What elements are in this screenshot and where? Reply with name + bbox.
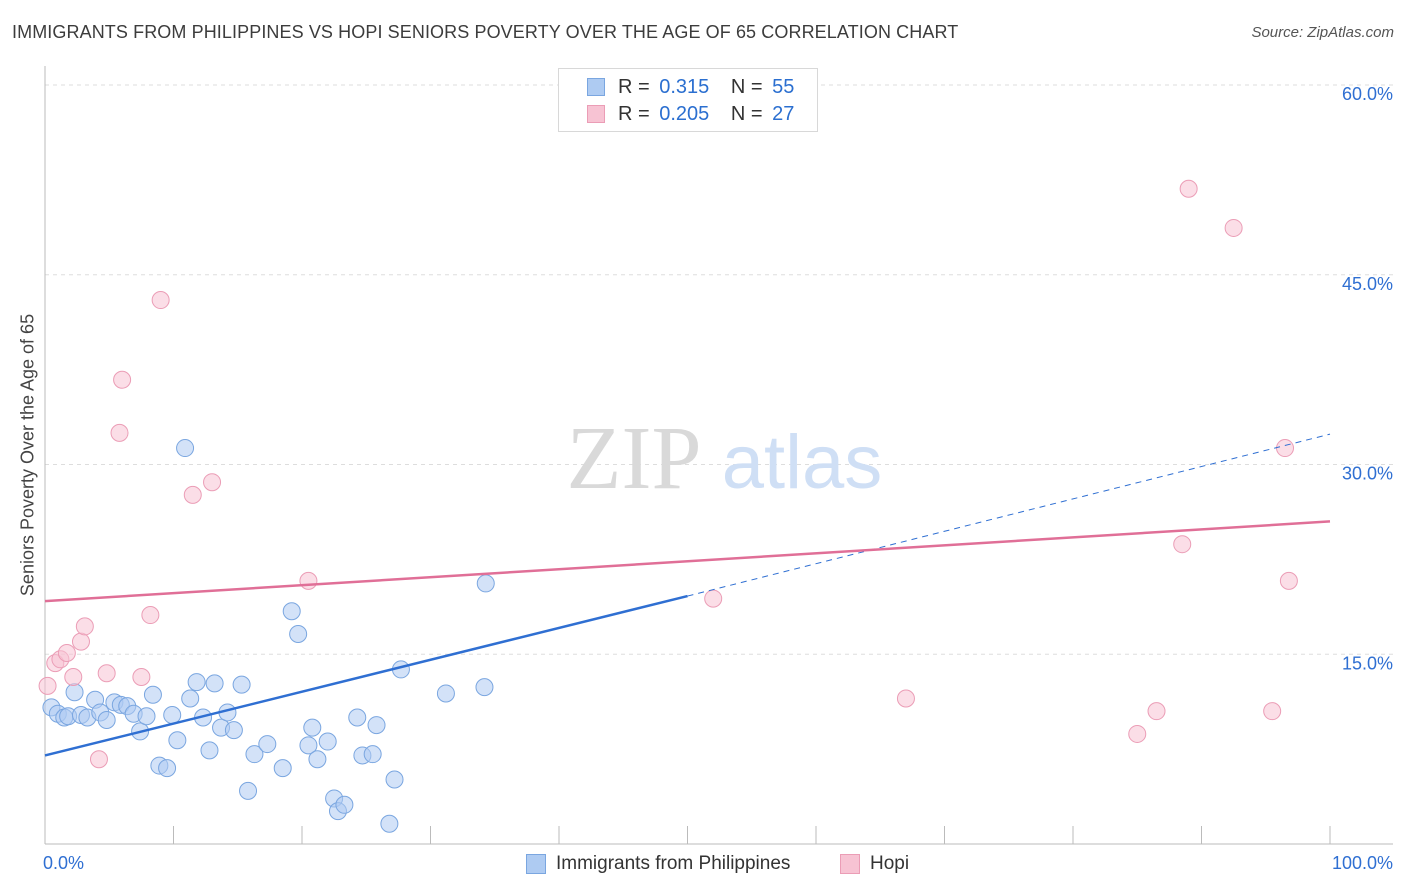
point-hopi bbox=[1173, 535, 1192, 554]
point-hopi bbox=[203, 473, 222, 492]
point-philippines bbox=[475, 678, 494, 697]
point-hopi bbox=[38, 676, 57, 695]
y-tick-label: 45.0% bbox=[1342, 274, 1393, 294]
legend-box: R = 0.315 N = 55 R = 0.205 N = 27 bbox=[558, 68, 818, 132]
point-philippines bbox=[308, 750, 327, 769]
trend-line-philippines bbox=[44, 594, 688, 757]
legend-r-label: R = bbox=[618, 102, 650, 125]
point-hopi bbox=[1179, 179, 1198, 198]
trend-line-philippines-extension bbox=[687, 433, 1331, 597]
legend-swatch-philippines bbox=[587, 78, 605, 96]
data-points bbox=[38, 76, 1298, 833]
x-tick-label: 100.0% bbox=[1332, 853, 1393, 873]
point-philippines bbox=[367, 716, 386, 735]
watermark: ZIP atlas bbox=[567, 409, 883, 508]
y-tick-label: 30.0% bbox=[1342, 464, 1393, 484]
point-philippines bbox=[168, 731, 187, 750]
point-philippines bbox=[137, 707, 156, 726]
y-tick-label: 15.0% bbox=[1342, 653, 1393, 673]
point-hopi bbox=[1147, 702, 1166, 721]
x-tick-label: 0.0% bbox=[43, 853, 84, 873]
point-hopi bbox=[57, 643, 76, 662]
chart-title: IMMIGRANTS FROM PHILIPPINES VS HOPI SENI… bbox=[12, 22, 959, 42]
point-hopi bbox=[896, 689, 915, 708]
point-hopi bbox=[64, 668, 83, 687]
bottom-legend-label-hopi: Hopi bbox=[870, 853, 910, 874]
source-credit: Source: ZipAtlas.com bbox=[1251, 24, 1394, 41]
point-philippines bbox=[158, 759, 177, 778]
watermark-atlas: atlas bbox=[722, 420, 883, 505]
legend-r-value-philippines: 0.315 bbox=[659, 75, 710, 98]
point-hopi bbox=[89, 750, 108, 769]
y-tick-label: 60.0% bbox=[1342, 84, 1393, 104]
point-philippines bbox=[348, 708, 367, 727]
point-hopi bbox=[141, 606, 160, 625]
point-philippines bbox=[303, 718, 322, 737]
point-philippines bbox=[200, 741, 219, 760]
bottom-legend-swatch-philippines bbox=[526, 854, 546, 874]
trend-line-hopi bbox=[44, 520, 1331, 603]
point-hopi bbox=[71, 632, 90, 651]
point-hopi bbox=[1263, 702, 1282, 721]
point-philippines bbox=[205, 674, 224, 693]
point-philippines bbox=[289, 625, 308, 644]
legend-r-value-hopi: 0.205 bbox=[659, 102, 710, 125]
point-philippines bbox=[282, 602, 301, 621]
point-hopi bbox=[97, 664, 116, 683]
point-philippines bbox=[187, 673, 206, 692]
point-philippines bbox=[232, 675, 251, 694]
point-philippines bbox=[335, 795, 354, 814]
point-philippines bbox=[97, 711, 116, 730]
point-philippines bbox=[143, 685, 162, 704]
point-hopi bbox=[299, 571, 318, 590]
legend-swatch-hopi bbox=[587, 105, 605, 123]
grid-lines bbox=[45, 84, 1393, 655]
point-hopi bbox=[183, 485, 202, 504]
point-philippines bbox=[380, 814, 399, 833]
point-philippines bbox=[318, 732, 337, 751]
point-philippines bbox=[224, 721, 243, 740]
point-philippines bbox=[436, 684, 455, 703]
point-hopi bbox=[113, 370, 132, 389]
legend-n-value-philippines: 55 bbox=[772, 75, 795, 98]
point-philippines bbox=[299, 736, 318, 755]
point-hopi bbox=[1279, 571, 1298, 590]
point-hopi bbox=[132, 668, 151, 687]
axes bbox=[44, 66, 1393, 845]
point-philippines bbox=[363, 745, 382, 764]
point-hopi bbox=[1276, 439, 1295, 458]
point-hopi bbox=[704, 589, 723, 608]
tick-labels: 15.0% 30.0% 45.0% 60.0% 0.0% 100.0% bbox=[43, 84, 1393, 873]
point-philippines bbox=[65, 683, 84, 702]
point-philippines bbox=[476, 574, 495, 593]
point-hopi bbox=[1128, 724, 1147, 743]
point-philippines bbox=[163, 705, 182, 724]
point-philippines bbox=[176, 439, 195, 458]
watermark-zip: ZIP bbox=[567, 409, 702, 508]
point-philippines bbox=[239, 781, 258, 800]
point-philippines bbox=[245, 745, 264, 764]
legend-n-label: N = bbox=[730, 102, 763, 125]
point-hopi bbox=[75, 617, 94, 636]
bottom-legend-philippines: Immigrants from Philippines bbox=[526, 852, 790, 876]
point-philippines bbox=[258, 735, 277, 754]
point-philippines bbox=[385, 770, 404, 789]
bottom-legend-hopi: Hopi bbox=[840, 852, 909, 876]
point-philippines bbox=[273, 759, 292, 778]
point-hopi bbox=[151, 291, 170, 310]
bottom-legend-label-philippines: Immigrants from Philippines bbox=[556, 853, 791, 874]
legend-n-value-hopi: 27 bbox=[772, 102, 795, 125]
point-philippines bbox=[181, 689, 200, 708]
point-hopi bbox=[1224, 218, 1243, 237]
legend-n-label: N = bbox=[730, 75, 763, 98]
bottom-legend-swatch-hopi bbox=[840, 854, 860, 874]
legend-r-label: R = bbox=[618, 75, 650, 98]
trend-lines bbox=[44, 433, 1331, 757]
point-hopi bbox=[110, 423, 129, 442]
